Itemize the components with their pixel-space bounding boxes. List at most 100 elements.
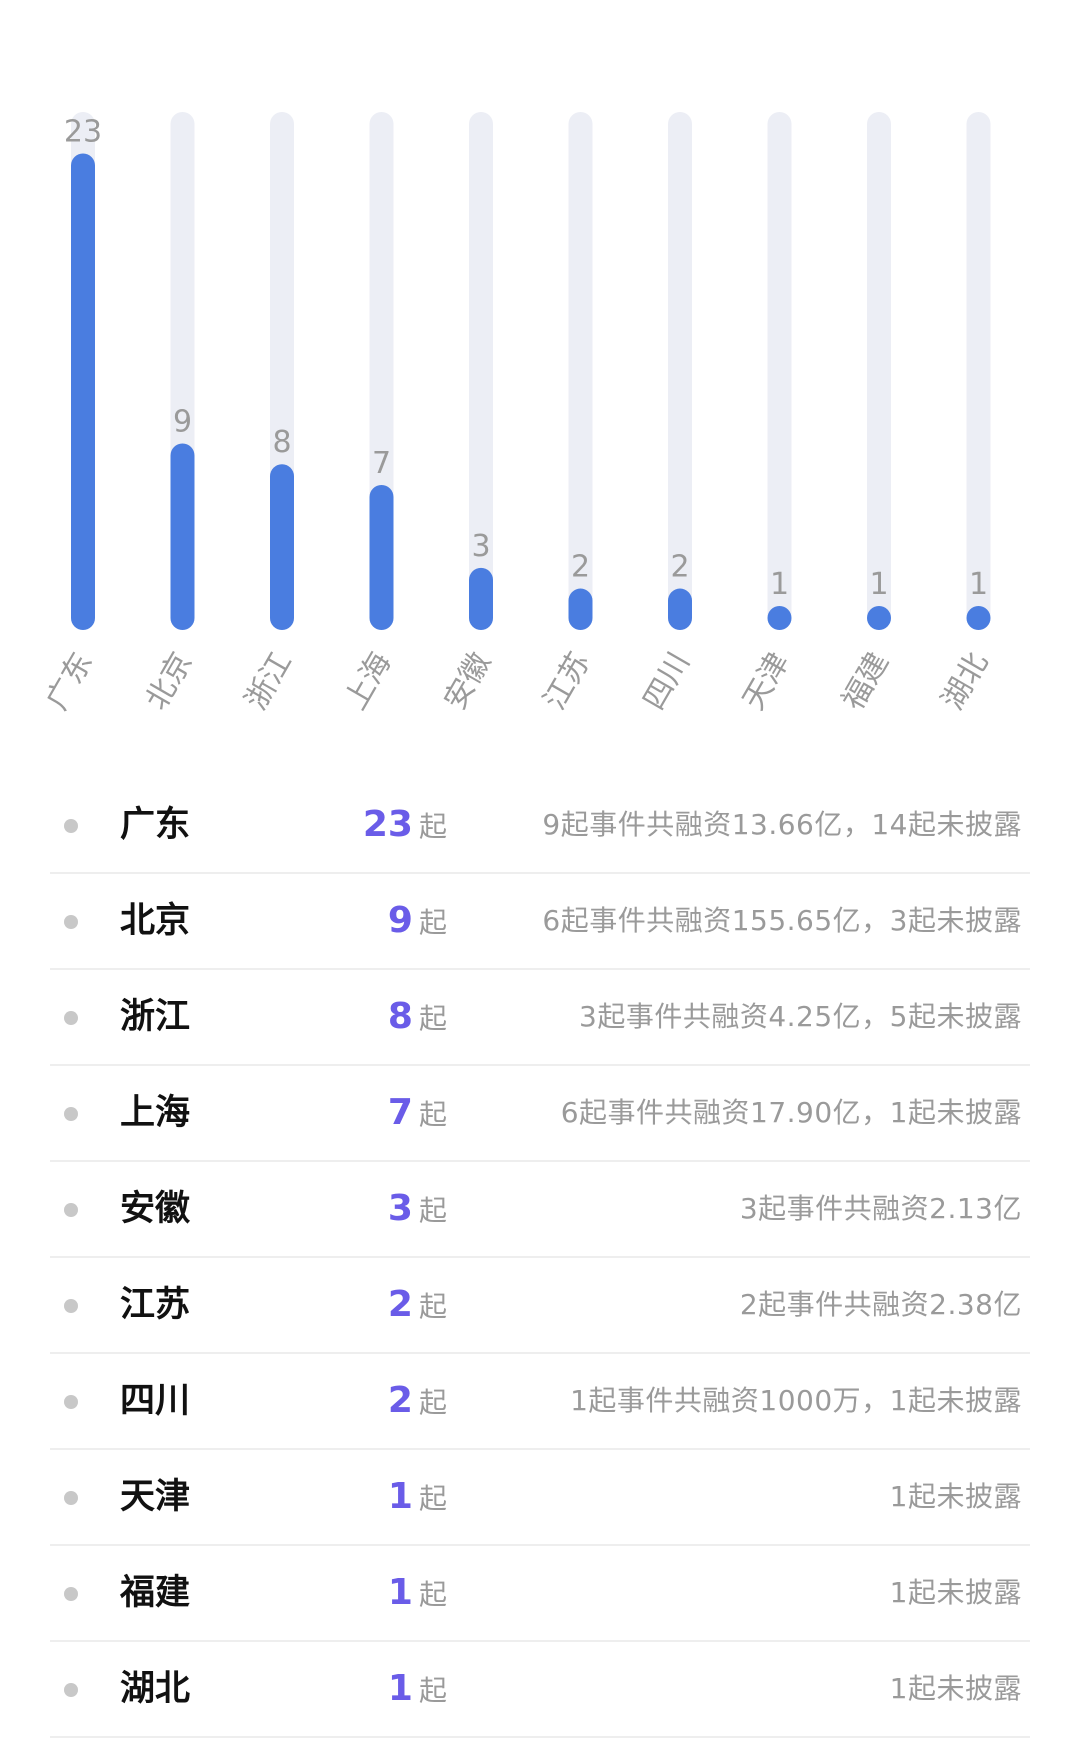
count-number: 8 [387,996,413,1037]
category-label: 福建 [836,647,896,716]
bullet-dot-icon [64,1683,78,1697]
bar-广东[interactable] [71,153,95,630]
bar-安徽[interactable] [469,567,493,630]
bullet-dot-icon [64,1011,78,1025]
province-name: 浙江 [120,997,191,1037]
bar-湖北[interactable] [966,606,991,630]
province-name: 北京 [120,901,191,941]
bar-value-label: 23 [64,114,102,149]
bar-福建[interactable] [867,606,891,630]
bullet-dot-icon [64,1107,78,1121]
financing-summary: 6起事件共融资155.65亿，3起未披露 [542,904,1022,937]
count-unit: 起 [418,810,447,843]
event-count: 23 起 [320,778,447,878]
bar-value-label: 2 [571,550,590,585]
bullet-dot-icon [64,1395,78,1409]
bar-天津[interactable] [767,606,792,630]
province-name: 安徽 [120,1189,191,1229]
count-unit: 起 [418,1002,447,1035]
list-item[interactable]: 广东 23 起 9起事件共融资13.66亿，14起未披露 [50,778,1030,874]
bar-江苏[interactable] [568,588,593,630]
count-unit: 起 [418,1098,447,1131]
count-number: 1 [387,1476,413,1517]
province-name: 广东 [120,805,191,845]
bar-value-label: 7 [372,446,391,481]
province-name: 福建 [120,1573,191,1613]
province-name: 湖北 [120,1669,191,1709]
count-number: 23 [362,804,413,845]
financing-summary: 1起事件共融资1000万，1起未披露 [570,1384,1022,1417]
bullet-dot-icon [64,1203,78,1217]
bar-value-label: 2 [670,550,689,585]
count-number: 2 [387,1380,413,1421]
count-unit: 起 [418,1482,447,1515]
count-unit: 起 [418,1290,447,1323]
province-name: 江苏 [120,1285,191,1325]
category-label: 安徽 [438,647,498,716]
count-number: 2 [387,1284,413,1325]
category-label: 天津 [736,647,796,716]
category-label: 广东 [40,647,100,716]
province-name: 上海 [120,1093,191,1133]
category-label: 四川 [637,647,697,716]
financing-summary: 1起未披露 [889,1672,1022,1705]
count-number: 3 [387,1188,413,1229]
bar-北京[interactable] [170,443,195,630]
bullet-dot-icon [64,819,78,833]
province-name: 天津 [120,1477,191,1517]
bar-value-label: 9 [173,405,192,440]
bar-track [966,112,991,630]
bullet-dot-icon [64,1491,78,1505]
bar-chart: 23 广东 9 北京 8 浙江 7 上海 3 安徽 2 江苏 2 四川 1 天津 1 福建 1 湖北 [40,112,995,716]
category-label: 上海 [338,647,398,716]
bar-浙江[interactable] [270,464,294,630]
count-unit: 起 [418,906,447,939]
bar-track [469,112,493,630]
financing-summary: 9起事件共融资13.66亿，14起未披露 [542,808,1022,841]
bar-value-label: 3 [471,529,490,564]
bar-value-label: 1 [770,567,789,602]
financing-summary: 1起未披露 [889,1480,1022,1513]
count-number: 1 [387,1572,413,1613]
financing-summary: 3起事件共融资4.25亿，5起未披露 [579,1000,1022,1033]
province-name: 四川 [120,1381,191,1421]
bar-track [568,112,593,630]
category-label: 湖北 [935,647,995,716]
financing-summary: 1起未披露 [889,1576,1022,1609]
bar-上海[interactable] [369,484,394,630]
category-label: 江苏 [537,647,597,716]
bullet-dot-icon [64,1587,78,1601]
count-unit: 起 [418,1674,447,1707]
financing-summary: 2起事件共融资2.38亿 [739,1288,1022,1321]
bar-value-label: 1 [869,567,888,602]
count-number: 1 [387,1668,413,1709]
bar-track [867,112,891,630]
bar-track [767,112,792,630]
bar-track [668,112,692,630]
count-unit: 起 [418,1386,447,1419]
financing-summary: 3起事件共融资2.13亿 [739,1192,1022,1225]
bar-四川[interactable] [668,588,692,630]
bar-value-label: 8 [272,425,291,460]
financing-summary: 6起事件共融资17.90亿，1起未披露 [560,1096,1022,1129]
count-unit: 起 [418,1578,447,1611]
count-unit: 起 [418,1194,447,1227]
